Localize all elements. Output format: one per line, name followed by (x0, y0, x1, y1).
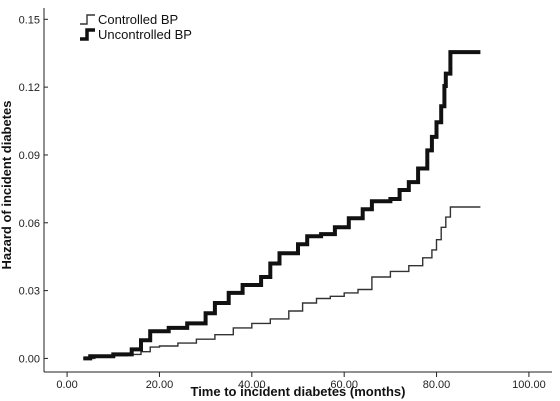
series-line-controlled (83, 206, 481, 360)
x-tick-label: 80.00 (423, 379, 451, 391)
x-ticks: 0.00 20.00 40.00 60.00 80.00 100.00 (56, 372, 546, 391)
series-line-uncontrolled (83, 50, 481, 361)
legend-symbol-controlled (80, 14, 95, 25)
y-tick-label: 0.00 (19, 353, 40, 365)
series-lines (83, 50, 481, 361)
legend-symbol-uncontrolled (80, 28, 95, 41)
y-tick-label: 0.12 (19, 82, 40, 94)
legend-item-uncontrolled: Uncontrolled BP (80, 27, 192, 42)
x-tick-label: 0.00 (56, 379, 77, 391)
axes (43, 8, 552, 373)
x-tick-label: 20.00 (146, 379, 174, 391)
y-ticks: 0.00 0.03 0.06 0.09 0.12 0.15 (19, 14, 48, 365)
legend-label-uncontrolled: Uncontrolled BP (98, 27, 192, 42)
y-tick-label: 0.03 (19, 286, 40, 298)
legend-label-controlled: Controlled BP (98, 12, 178, 27)
y-axis-title: Hazard of incident diabetes (0, 100, 14, 269)
y-tick-label: 0.15 (19, 14, 40, 26)
legend-item-controlled: Controlled BP (80, 12, 178, 27)
y-tick-label: 0.09 (19, 150, 40, 162)
legend: Controlled BP Uncontrolled BP (80, 12, 192, 42)
x-tick-label: 60.00 (330, 379, 358, 391)
x-tick-label: 40.00 (238, 379, 266, 391)
y-tick-label: 0.06 (19, 218, 40, 230)
x-axis-title: Time to incident diabetes (months) (190, 384, 405, 399)
x-tick-label: 100.00 (512, 379, 546, 391)
